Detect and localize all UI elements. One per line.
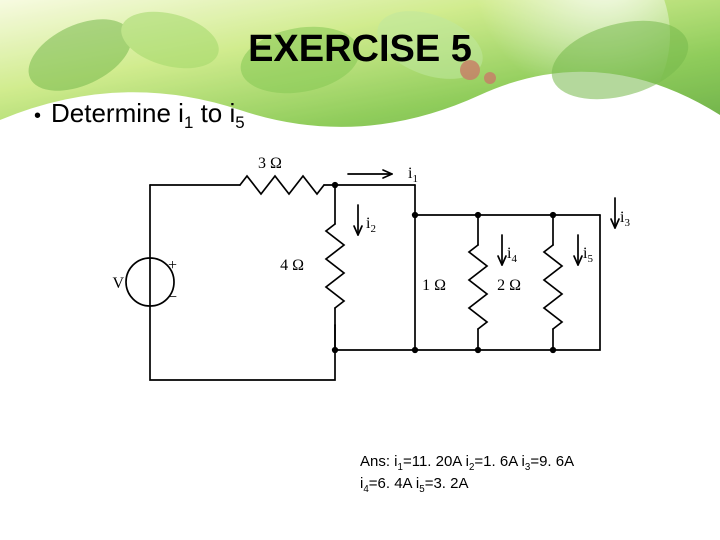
r-top-label: 3 Ω bbox=[258, 155, 282, 172]
r-mid-label: 4 Ω bbox=[280, 257, 304, 274]
i1-label: i1 bbox=[408, 165, 418, 185]
bullet-dot: • bbox=[34, 105, 41, 128]
svg-text:40 V: 40 V bbox=[110, 275, 124, 292]
answers-block: Ans: i1=11. 20A i2=1. 6A i3=9. 6A i4=6. … bbox=[360, 452, 574, 496]
circuit-diagram: 40 V 40 V + − 3 Ω 4 Ω 1 Ω 2 Ω i1 i2 i3 i… bbox=[110, 150, 630, 405]
question-row: • Determine i1 to i5 bbox=[34, 98, 245, 133]
i4-label: i4 bbox=[507, 245, 517, 265]
terminal-minus: − bbox=[168, 289, 177, 306]
i5-label: i5 bbox=[583, 245, 593, 265]
terminal-plus: + bbox=[168, 257, 177, 274]
i3-label: i3 bbox=[620, 209, 630, 229]
question-text: Determine i1 to i5 bbox=[51, 98, 245, 133]
page-title: EXERCISE 5 bbox=[0, 28, 720, 71]
r-right-label: 2 Ω bbox=[497, 277, 521, 294]
r-left-label: 1 Ω bbox=[422, 277, 446, 294]
i2-label: i2 bbox=[366, 215, 376, 235]
answers-line-2: i4=6. 4A i5=3. 2A bbox=[360, 474, 574, 496]
answers-line-1: Ans: i1=11. 20A i2=1. 6A i3=9. 6A bbox=[360, 452, 574, 474]
